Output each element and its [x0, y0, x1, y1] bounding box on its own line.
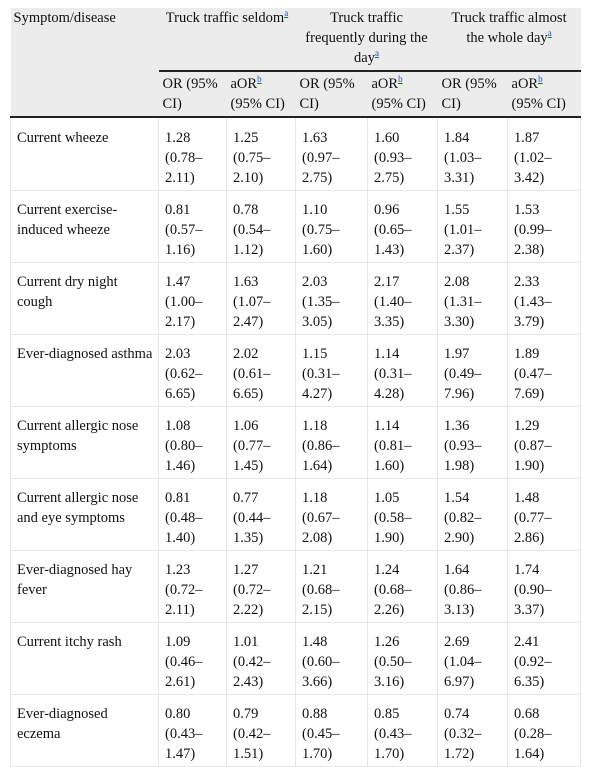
table-cell: 1.89 (0.47–7.69) [507, 334, 582, 407]
table-cell: 1.14 (0.31–4.28) [367, 334, 439, 407]
table-cell: 1.26 (0.50–3.16) [367, 622, 439, 695]
table-cell: 1.64 (0.86–3.13) [437, 550, 509, 623]
table-cell: 0.68 (0.28–1.64) [507, 694, 582, 767]
header-row-groups: Symptom/disease Truck traffic seldoma Tr… [10, 8, 581, 72]
table-cell: 2.33 (1.43–3.79) [507, 262, 582, 335]
table-cell: 1.23 (0.72–2.11) [158, 550, 227, 623]
table-cell: 1.63 (0.97–2.75) [295, 117, 368, 191]
table-cell: 1.48 (0.77–2.86) [507, 478, 582, 551]
table-cell: 0.80 (0.43–1.47) [158, 694, 227, 767]
table-cell: 1.87 (1.02–3.42) [507, 117, 582, 191]
group-header-frequently: Truck traffic frequently during the daya [295, 8, 438, 72]
table-cell: 0.96 (0.65–1.43) [367, 190, 439, 263]
group-header-seldom: Truck traffic seldoma [158, 8, 296, 72]
table-cell: 1.36 (0.93–1.98) [437, 406, 509, 479]
table-cell: 1.14 (0.81–1.60) [367, 406, 439, 479]
symptom-column-header: Symptom/disease [10, 8, 159, 71]
table-cell: 1.10 (0.75–1.60) [295, 190, 368, 263]
table-cell: 1.48 (0.60–3.66) [295, 622, 368, 695]
table-cell: 1.63 (1.07–2.47) [226, 262, 296, 335]
table-cell: 1.05 (0.58–1.90) [367, 478, 439, 551]
symptom-name: Ever-diagnosed hay fever [10, 550, 159, 623]
table-cell: 1.60 (0.93–2.75) [367, 117, 439, 191]
table-cell: 1.18 (0.67–2.08) [295, 478, 368, 551]
table-cell: 1.21 (0.68–2.15) [295, 550, 368, 623]
footnote-link-a[interactable]: a [547, 28, 552, 39]
table-row: Current dry night cough 1.47 (1.00–2.17)… [10, 262, 582, 335]
header-row-measures: OR (95% CI) aORb (95% CI) OR (95% CI) aO… [10, 71, 581, 118]
table-cell: 2.02 (0.61–6.65) [226, 334, 296, 407]
table-cell: 1.47 (1.00–2.17) [158, 262, 227, 335]
symptom-name: Current allergic nose symptoms [10, 406, 159, 479]
table-cell: 1.09 (0.46–2.61) [158, 622, 227, 695]
table-cell: 1.28 (0.78–2.11) [158, 117, 227, 191]
or-header: OR (95% CI) [158, 71, 227, 117]
table-cell: 1.27 (0.72–2.22) [226, 550, 296, 623]
table-cell: 1.97 (0.49–7.96) [437, 334, 509, 407]
table-cell: 1.18 (0.86–1.64) [295, 406, 368, 479]
symptom-name: Ever-diagnosed eczema [10, 694, 159, 767]
table-cell: 1.01 (0.42–2.43) [226, 622, 296, 695]
table-cell: 0.77 (0.44–1.35) [226, 478, 296, 551]
table-cell: 1.06 (0.77–1.45) [226, 406, 296, 479]
footnote-link-a[interactable]: a [374, 48, 379, 59]
symptom-name: Current dry night cough [10, 262, 159, 335]
table-cell: 2.41 (0.92–6.35) [507, 622, 582, 695]
table-cell: 1.15 (0.31–4.27) [295, 334, 368, 407]
table-cell: 1.53 (0.99–2.38) [507, 190, 582, 263]
table-cell: 1.84 (1.03–3.31) [437, 117, 509, 191]
symptom-column-header-spacer [10, 71, 159, 118]
table-row: Current itchy rash 1.09 (0.46–2.61) 1.01… [10, 622, 582, 695]
table-cell: 2.17 (1.40–3.35) [367, 262, 439, 335]
or-header: OR (95% CI) [437, 71, 508, 117]
symptom-name: Ever-diagnosed asthma [10, 334, 159, 407]
symptom-name: Current itchy rash [10, 622, 159, 695]
table-row: Current wheeze 1.28 (0.78–2.11) 1.25 (0.… [10, 117, 582, 191]
table-row: Ever-diagnosed asthma 2.03 (0.62–6.65) 2… [10, 334, 582, 407]
table-cell: 1.29 (0.87–1.90) [507, 406, 582, 479]
table-cell: 0.74 (0.32–1.72) [437, 694, 509, 767]
aor-header: aORb (95% CI) [226, 71, 296, 117]
odds-ratio-table: Symptom/disease Truck traffic seldoma Tr… [10, 8, 582, 767]
symptom-name: Current exercise-induced wheeze [10, 190, 159, 263]
table-row: Ever-diagnosed eczema 0.80 (0.43–1.47) 0… [10, 694, 582, 767]
table-cell: 2.03 (0.62–6.65) [158, 334, 227, 407]
table-cell: 1.55 (1.01–2.37) [437, 190, 509, 263]
table-row: Ever-diagnosed hay fever 1.23 (0.72–2.11… [10, 550, 582, 623]
table-cell: 1.24 (0.68–2.26) [367, 550, 439, 623]
aor-header: aORb (95% CI) [367, 71, 438, 117]
symptom-name: Current allergic nose and eye symptoms [10, 478, 159, 551]
aor-header: aORb (95% CI) [507, 71, 581, 117]
table-cell: 0.81 (0.48–1.40) [158, 478, 227, 551]
footnote-link-b[interactable]: b [538, 74, 543, 85]
odds-ratio-table-container: Symptom/disease Truck traffic seldoma Tr… [10, 8, 582, 767]
table-cell: 1.54 (0.82–2.90) [437, 478, 509, 551]
symptom-name: Current wheeze [10, 117, 159, 191]
table-cell: 1.08 (0.80–1.46) [158, 406, 227, 479]
footnote-link-a[interactable]: a [284, 8, 289, 19]
table-cell: 2.03 (1.35–3.05) [295, 262, 368, 335]
table-cell: 1.25 (0.75–2.10) [226, 117, 296, 191]
group-header-whole-day: Truck traffic almost the whole daya [437, 8, 581, 72]
table-cell: 0.85 (0.43–1.70) [367, 694, 439, 767]
table-cell: 0.88 (0.45–1.70) [295, 694, 368, 767]
table-cell: 1.74 (0.90–3.37) [507, 550, 582, 623]
table-row: Current allergic nose symptoms 1.08 (0.8… [10, 406, 582, 479]
footnote-link-b[interactable]: b [398, 74, 403, 85]
table-cell: 0.79 (0.42–1.51) [226, 694, 296, 767]
table-cell: 2.69 (1.04–6.97) [437, 622, 509, 695]
or-header: OR (95% CI) [295, 71, 368, 117]
table-row: Current exercise-induced wheeze 0.81 (0.… [10, 190, 582, 263]
table-cell: 2.08 (1.31–3.30) [437, 262, 509, 335]
table-cell: 0.78 (0.54–1.12) [226, 190, 296, 263]
footnote-link-b[interactable]: b [257, 74, 262, 85]
table-cell: 0.81 (0.57–1.16) [158, 190, 227, 263]
table-row: Current allergic nose and eye symptoms 0… [10, 478, 582, 551]
